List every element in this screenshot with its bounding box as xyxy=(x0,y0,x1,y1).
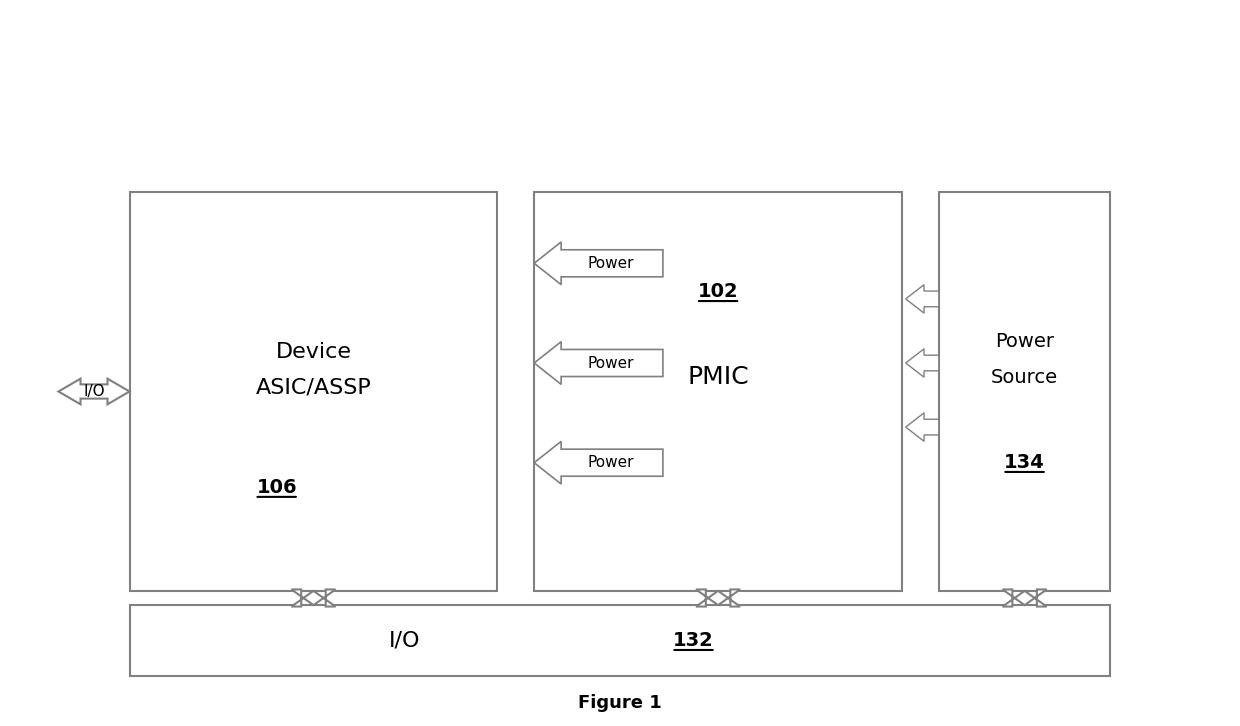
Polygon shape xyxy=(696,590,740,606)
Text: I/O: I/O xyxy=(388,631,420,650)
Polygon shape xyxy=(534,342,663,384)
Bar xyxy=(129,192,497,591)
Text: Power: Power xyxy=(588,356,634,370)
Text: 132: 132 xyxy=(673,631,714,650)
Text: Figure 1: Figure 1 xyxy=(578,694,662,712)
Polygon shape xyxy=(905,348,939,378)
Text: PMIC: PMIC xyxy=(687,365,749,389)
Text: I/O: I/O xyxy=(83,384,105,399)
Text: Device: Device xyxy=(275,343,351,362)
Polygon shape xyxy=(905,413,939,441)
Polygon shape xyxy=(1003,590,1047,606)
Text: 106: 106 xyxy=(257,478,298,497)
Text: Power: Power xyxy=(588,455,634,470)
Text: 102: 102 xyxy=(698,282,738,301)
Text: Power: Power xyxy=(588,256,634,271)
Text: ASIC/ASSP: ASIC/ASSP xyxy=(255,378,371,398)
Polygon shape xyxy=(534,242,663,285)
Polygon shape xyxy=(905,285,939,313)
Polygon shape xyxy=(58,379,129,404)
Bar xyxy=(129,605,1111,677)
Bar xyxy=(534,192,901,591)
Polygon shape xyxy=(291,590,336,606)
Polygon shape xyxy=(534,441,663,484)
Text: 134: 134 xyxy=(1004,453,1045,472)
Text: Source: Source xyxy=(991,368,1058,387)
Bar xyxy=(939,192,1111,591)
Text: Power: Power xyxy=(996,332,1054,351)
